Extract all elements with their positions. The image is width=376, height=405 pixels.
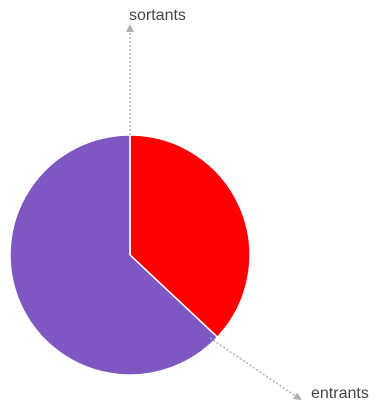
pie-slice-1 bbox=[9, 134, 219, 376]
pie-slices bbox=[9, 134, 251, 376]
entrants-arrow bbox=[209, 337, 302, 401]
sortants-label: sortants bbox=[129, 7, 186, 24]
entrants-label: entrants bbox=[311, 385, 369, 402]
pie-slice-0 bbox=[129, 134, 251, 339]
